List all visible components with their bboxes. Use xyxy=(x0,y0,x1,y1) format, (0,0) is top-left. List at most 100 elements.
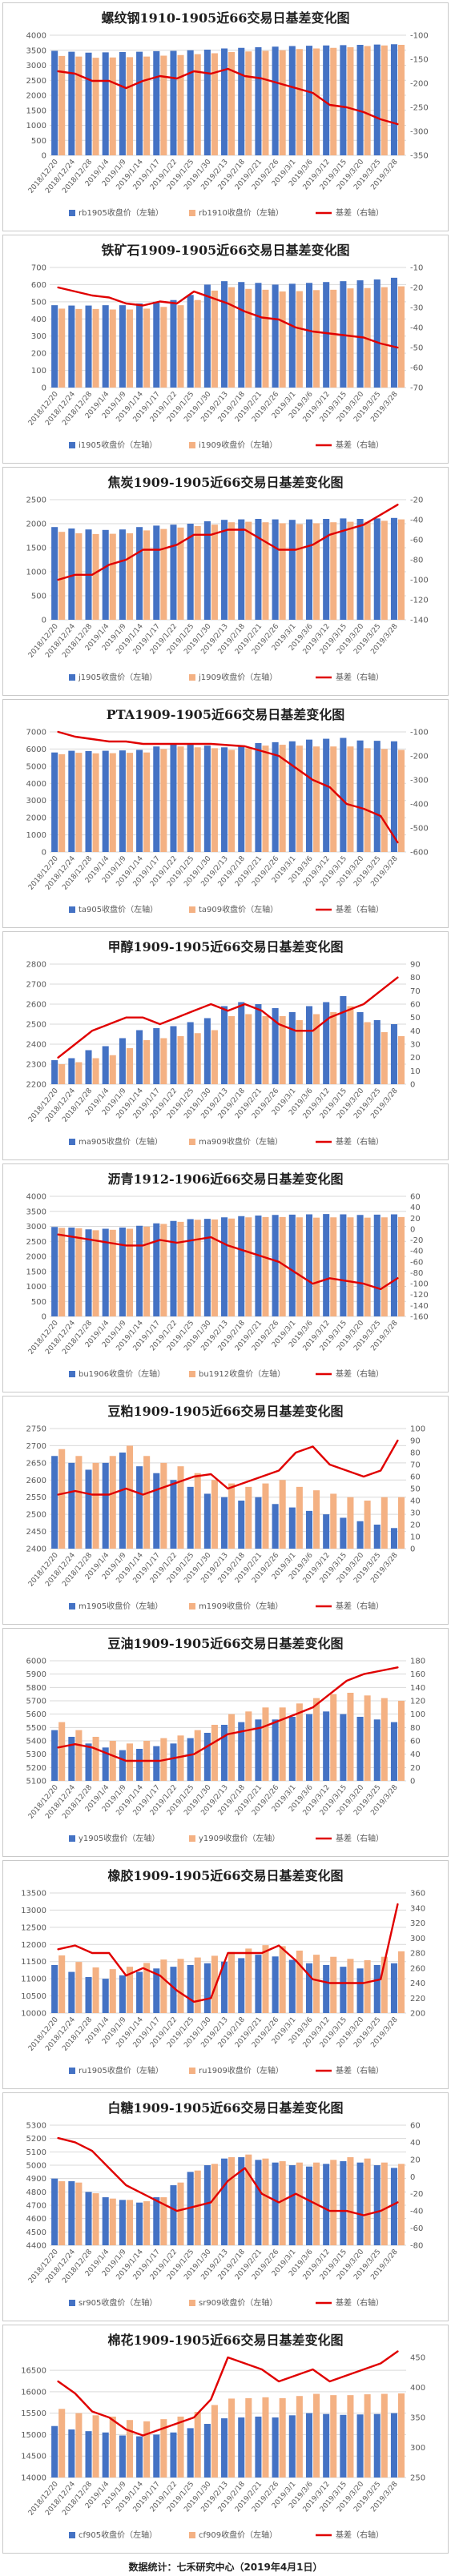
bar-series-b xyxy=(381,1497,388,1549)
bar-series-a xyxy=(221,520,228,620)
legend-label-b: ma909收盘价（左轴） xyxy=(199,1136,283,1147)
bar-series-a xyxy=(255,2160,262,2245)
bar-series-a xyxy=(221,1961,228,2013)
bar-series-b xyxy=(160,2197,167,2245)
left-tick-label: 2000 xyxy=(26,814,46,823)
right-tick-label: -250 xyxy=(410,104,429,113)
bar-series-a xyxy=(68,1971,75,2013)
bar-series-b xyxy=(228,749,236,852)
bar-series-b xyxy=(194,526,201,620)
legend-swatch-b xyxy=(189,2532,195,2538)
left-tick-label: 400 xyxy=(31,315,46,324)
bar-series-a xyxy=(288,2165,296,2245)
bar-series-a xyxy=(102,305,109,388)
bar-series-b xyxy=(313,746,320,852)
bar-series-b xyxy=(296,745,303,852)
bar-series-a xyxy=(51,1456,58,1549)
bar-series-a xyxy=(68,305,75,388)
bar-series-a xyxy=(136,303,143,388)
left-tick-label: 14000 xyxy=(21,2474,46,2483)
bar-series-b xyxy=(92,1967,99,2013)
legend-swatch-b xyxy=(189,674,195,681)
right-tick-label: -350 xyxy=(410,152,429,161)
bar-series-a xyxy=(119,1750,126,1781)
basis-line xyxy=(57,730,399,844)
bar-series-a xyxy=(85,1469,92,1549)
right-tick-label: 60 xyxy=(410,1473,421,1482)
left-tick-label: 2500 xyxy=(26,1238,46,1247)
bar-series-b xyxy=(92,533,99,620)
legend-label-b: m1909收盘价（左轴） xyxy=(199,1601,283,1611)
bar-series-a xyxy=(51,50,58,155)
right-tick-label: 50 xyxy=(410,1014,421,1023)
right-tick-label: -300 xyxy=(410,777,429,786)
bar-series-a xyxy=(170,1480,177,1549)
bar-series-a xyxy=(288,1717,296,1781)
bar-series-b xyxy=(126,753,133,852)
bar-series-b xyxy=(381,2162,388,2245)
bar-series-b xyxy=(364,1217,371,1316)
legend-swatch-a xyxy=(69,906,75,913)
bar-series-b xyxy=(160,55,167,155)
bar-series-a xyxy=(356,2162,364,2245)
bar-series-a xyxy=(390,2413,397,2478)
chart-panel-ru: 橡胶1909-1905近66交易日基差变化图 10000 10500 11000 115… xyxy=(2,1860,449,2089)
right-tick-label: 450 xyxy=(410,2354,425,2363)
bar-series-b xyxy=(211,1480,218,1549)
bar-series-b xyxy=(397,1497,405,1549)
bar-series-a xyxy=(136,527,143,620)
right-tick-label: -60 xyxy=(410,1258,423,1267)
left-tick-label: 5300 xyxy=(26,2122,46,2131)
right-tick-label: 140 xyxy=(410,1684,425,1693)
bar-series-b xyxy=(92,1058,99,1084)
bar-series-a xyxy=(238,1501,245,1549)
bar-series-a xyxy=(51,2425,58,2478)
bar-series-b xyxy=(262,1216,269,1316)
right-tick-label: 260 xyxy=(410,1964,425,1973)
legend-label-a: rb1905收盘价（左轴） xyxy=(79,207,163,218)
bar-series-b xyxy=(177,2416,184,2478)
bar-series-a xyxy=(255,2416,262,2478)
right-tick-label: 300 xyxy=(410,2444,425,2453)
right-tick-label: 100 xyxy=(410,1710,425,1719)
legend-label-line: 基差（右轴） xyxy=(336,1601,384,1611)
bar-series-b xyxy=(397,2164,405,2245)
legend-label-a: y1905收盘价（左轴） xyxy=(79,1833,159,1843)
bar-series-a xyxy=(153,746,160,852)
bar-series-b xyxy=(58,754,66,852)
bar-series-a xyxy=(221,2158,228,2245)
bar-series-a xyxy=(119,52,126,155)
right-tick-label: -20 xyxy=(410,2190,423,2199)
bar-series-b xyxy=(228,52,236,155)
bar-series-b xyxy=(92,308,99,388)
bar-series-b xyxy=(211,53,218,155)
bar-series-b xyxy=(262,50,269,155)
bar-series-a xyxy=(119,1453,126,1549)
bar-series-b xyxy=(177,305,184,388)
right-tick-label: -100 xyxy=(410,729,429,737)
bar-series-a xyxy=(85,305,92,388)
left-tick-label: 16500 xyxy=(21,2367,46,2376)
right-tick-label: -20 xyxy=(410,284,423,293)
bar-series-a xyxy=(323,282,330,388)
bar-series-b xyxy=(262,1016,269,1084)
bar-series-a xyxy=(170,744,177,852)
bar-series-b xyxy=(279,1016,286,1084)
bar-series-b xyxy=(262,2397,269,2478)
bar-series-a xyxy=(323,519,330,620)
bar-series-b xyxy=(143,308,151,388)
left-tick-label: 2000 xyxy=(26,92,46,101)
chart-title: 棉花1909-1905近66交易日基差变化图 xyxy=(108,2333,344,2348)
bar-series-b xyxy=(347,2157,354,2245)
legend-label-line: 基差（右轴） xyxy=(336,207,384,218)
right-tick-label: -50 xyxy=(410,344,423,353)
bar-series-a xyxy=(288,46,296,155)
bar-series-b xyxy=(262,289,269,388)
legend-swatch-b xyxy=(189,1835,195,1842)
bar-series-a xyxy=(85,751,92,852)
bar-series-a xyxy=(288,1012,296,1084)
bar-series-b xyxy=(397,2393,405,2478)
bar-series-b xyxy=(364,1022,371,1084)
bar-series-b xyxy=(347,288,354,388)
right-tick-label: -140 xyxy=(410,617,429,625)
